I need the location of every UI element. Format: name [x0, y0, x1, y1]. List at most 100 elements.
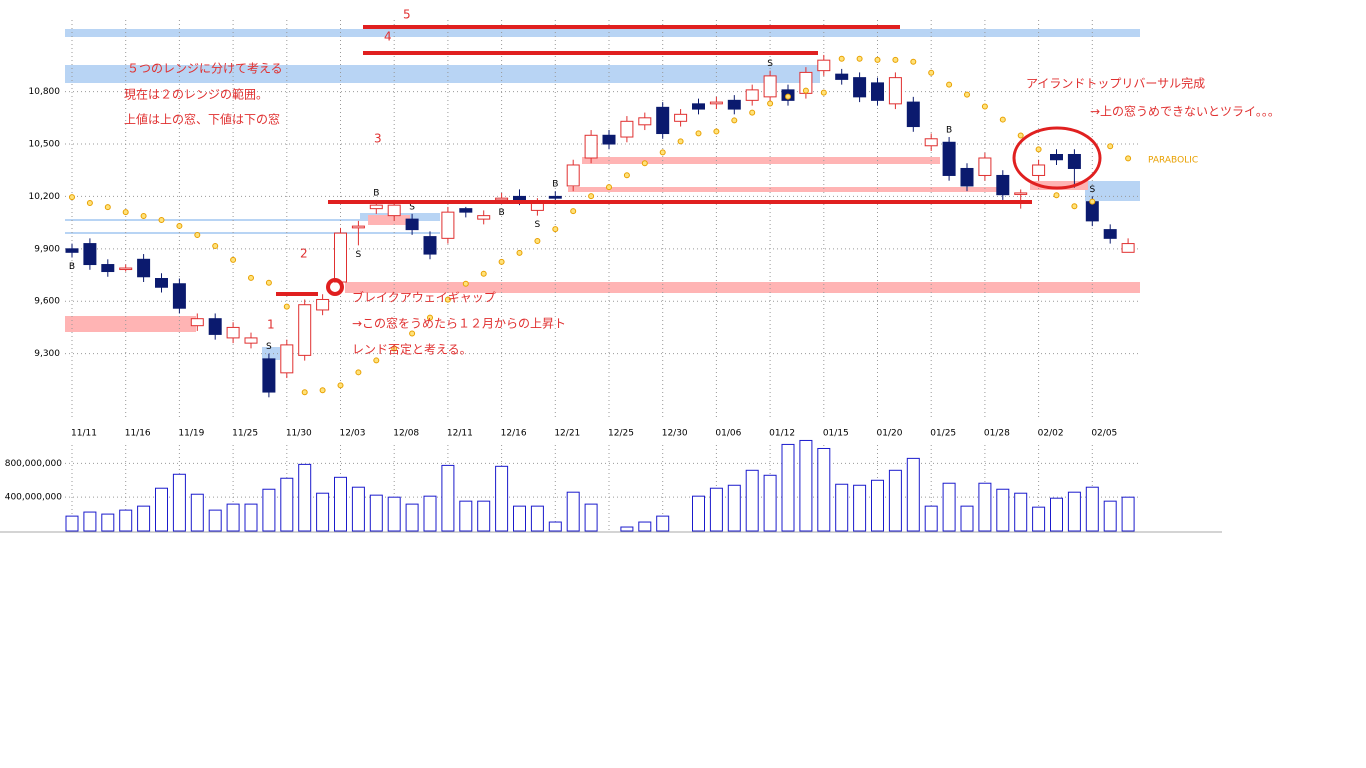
window-band	[1085, 181, 1140, 201]
signal-label: B	[499, 208, 505, 218]
window-band	[345, 282, 1140, 293]
indicator-point	[176, 222, 183, 229]
windows	[65, 29, 1140, 360]
indicator-point	[606, 184, 612, 191]
indicator-point	[86, 200, 93, 207]
volume-bar	[351, 486, 365, 532]
x-tick-label: 11/30	[286, 429, 312, 439]
x-tick-label: 01/25	[930, 429, 956, 439]
volume-bar	[119, 509, 133, 532]
candle-body	[101, 264, 115, 273]
indicator-point	[641, 160, 648, 167]
volume-bar	[1014, 492, 1028, 532]
y-tick-label: 10,200	[29, 192, 61, 202]
indicator-point	[892, 56, 899, 63]
indicator-point	[355, 369, 362, 376]
indicator-point	[498, 258, 505, 265]
indicator-point	[820, 89, 827, 96]
candle-body	[888, 77, 902, 105]
candle-body	[334, 232, 347, 283]
volume-bar	[817, 447, 831, 532]
indicator-point	[946, 81, 953, 88]
candle-body	[674, 113, 688, 122]
volume-bar	[387, 496, 401, 532]
volume-bar	[548, 521, 562, 532]
candle-body	[1067, 153, 1081, 169]
window-band	[568, 187, 1000, 192]
range-number: 2	[300, 247, 308, 261]
volume-bar	[208, 509, 222, 532]
x-tick-label: 12/11	[447, 429, 473, 439]
volume-bar	[835, 483, 849, 532]
indicator-point	[444, 296, 451, 303]
indicator-point	[337, 382, 344, 389]
y-tick-label: 9,300	[34, 349, 60, 359]
indicator-point	[981, 103, 988, 110]
signal-label: S	[356, 250, 362, 260]
indicator-point	[838, 55, 845, 62]
indicator-point	[659, 149, 666, 156]
indicator-point	[767, 100, 774, 107]
volume-bar	[1050, 497, 1063, 532]
indicator-point	[856, 55, 863, 62]
indicator-point	[534, 237, 541, 244]
candle-body	[477, 215, 491, 220]
candle-body	[566, 164, 580, 187]
volume-bar	[369, 494, 383, 532]
x-tick-label: 01/20	[877, 429, 903, 439]
volume-bar	[137, 505, 151, 532]
indicator-point	[964, 91, 970, 98]
volume-bar	[709, 487, 723, 532]
volume-bar	[924, 505, 938, 532]
volume-bar	[727, 484, 741, 532]
drawings	[0, 25, 1222, 533]
volume-bar	[405, 503, 419, 532]
indicator-point	[391, 345, 398, 352]
indicator-point	[874, 56, 881, 63]
x-tick-label: 11/11	[71, 429, 97, 439]
x-tick-label: 12/16	[501, 429, 527, 439]
volume-tick-label: 800,000,000	[5, 459, 63, 469]
signal-label: B	[946, 126, 952, 136]
volume-bar	[423, 495, 437, 532]
range-number: 4	[384, 30, 392, 44]
candle-body	[1014, 192, 1028, 195]
volume-bar	[459, 500, 473, 532]
candle-body	[208, 318, 222, 335]
volume-bar	[853, 484, 867, 532]
signal-label: S	[266, 342, 272, 352]
volume-bar	[996, 488, 1010, 532]
indicator-point	[194, 232, 201, 239]
volume-bar	[155, 487, 168, 532]
indicator-point	[283, 303, 290, 310]
candle-body	[709, 101, 723, 105]
candle-body	[137, 258, 151, 278]
candle-body	[584, 134, 598, 159]
window-band	[65, 316, 196, 332]
signal-label: S	[1089, 185, 1095, 195]
candle-body	[548, 195, 562, 199]
candle-body	[351, 225, 365, 229]
indicator-point	[749, 109, 756, 116]
signal-label: B	[373, 188, 379, 198]
volume-bar	[978, 482, 992, 532]
window-band	[65, 232, 440, 234]
candle-body	[298, 304, 312, 356]
indicator-point	[713, 128, 720, 135]
indicator-point	[1035, 146, 1042, 153]
signal-label: S	[409, 202, 415, 212]
x-tick-label: 12/21	[554, 429, 580, 439]
candle-body	[942, 141, 956, 176]
indicator-point	[802, 87, 809, 94]
indicator-point	[552, 226, 559, 233]
candle-body	[817, 59, 831, 72]
indicator-point	[212, 243, 219, 250]
indicator-point	[69, 194, 75, 201]
indicator-point	[104, 204, 111, 211]
indicator-point	[1071, 203, 1078, 210]
volume-bar	[101, 513, 115, 532]
annotation: 上値は上の窓、下値は下の窓	[124, 112, 280, 127]
annotation: ５つのレンジに分けて考える	[127, 62, 283, 76]
